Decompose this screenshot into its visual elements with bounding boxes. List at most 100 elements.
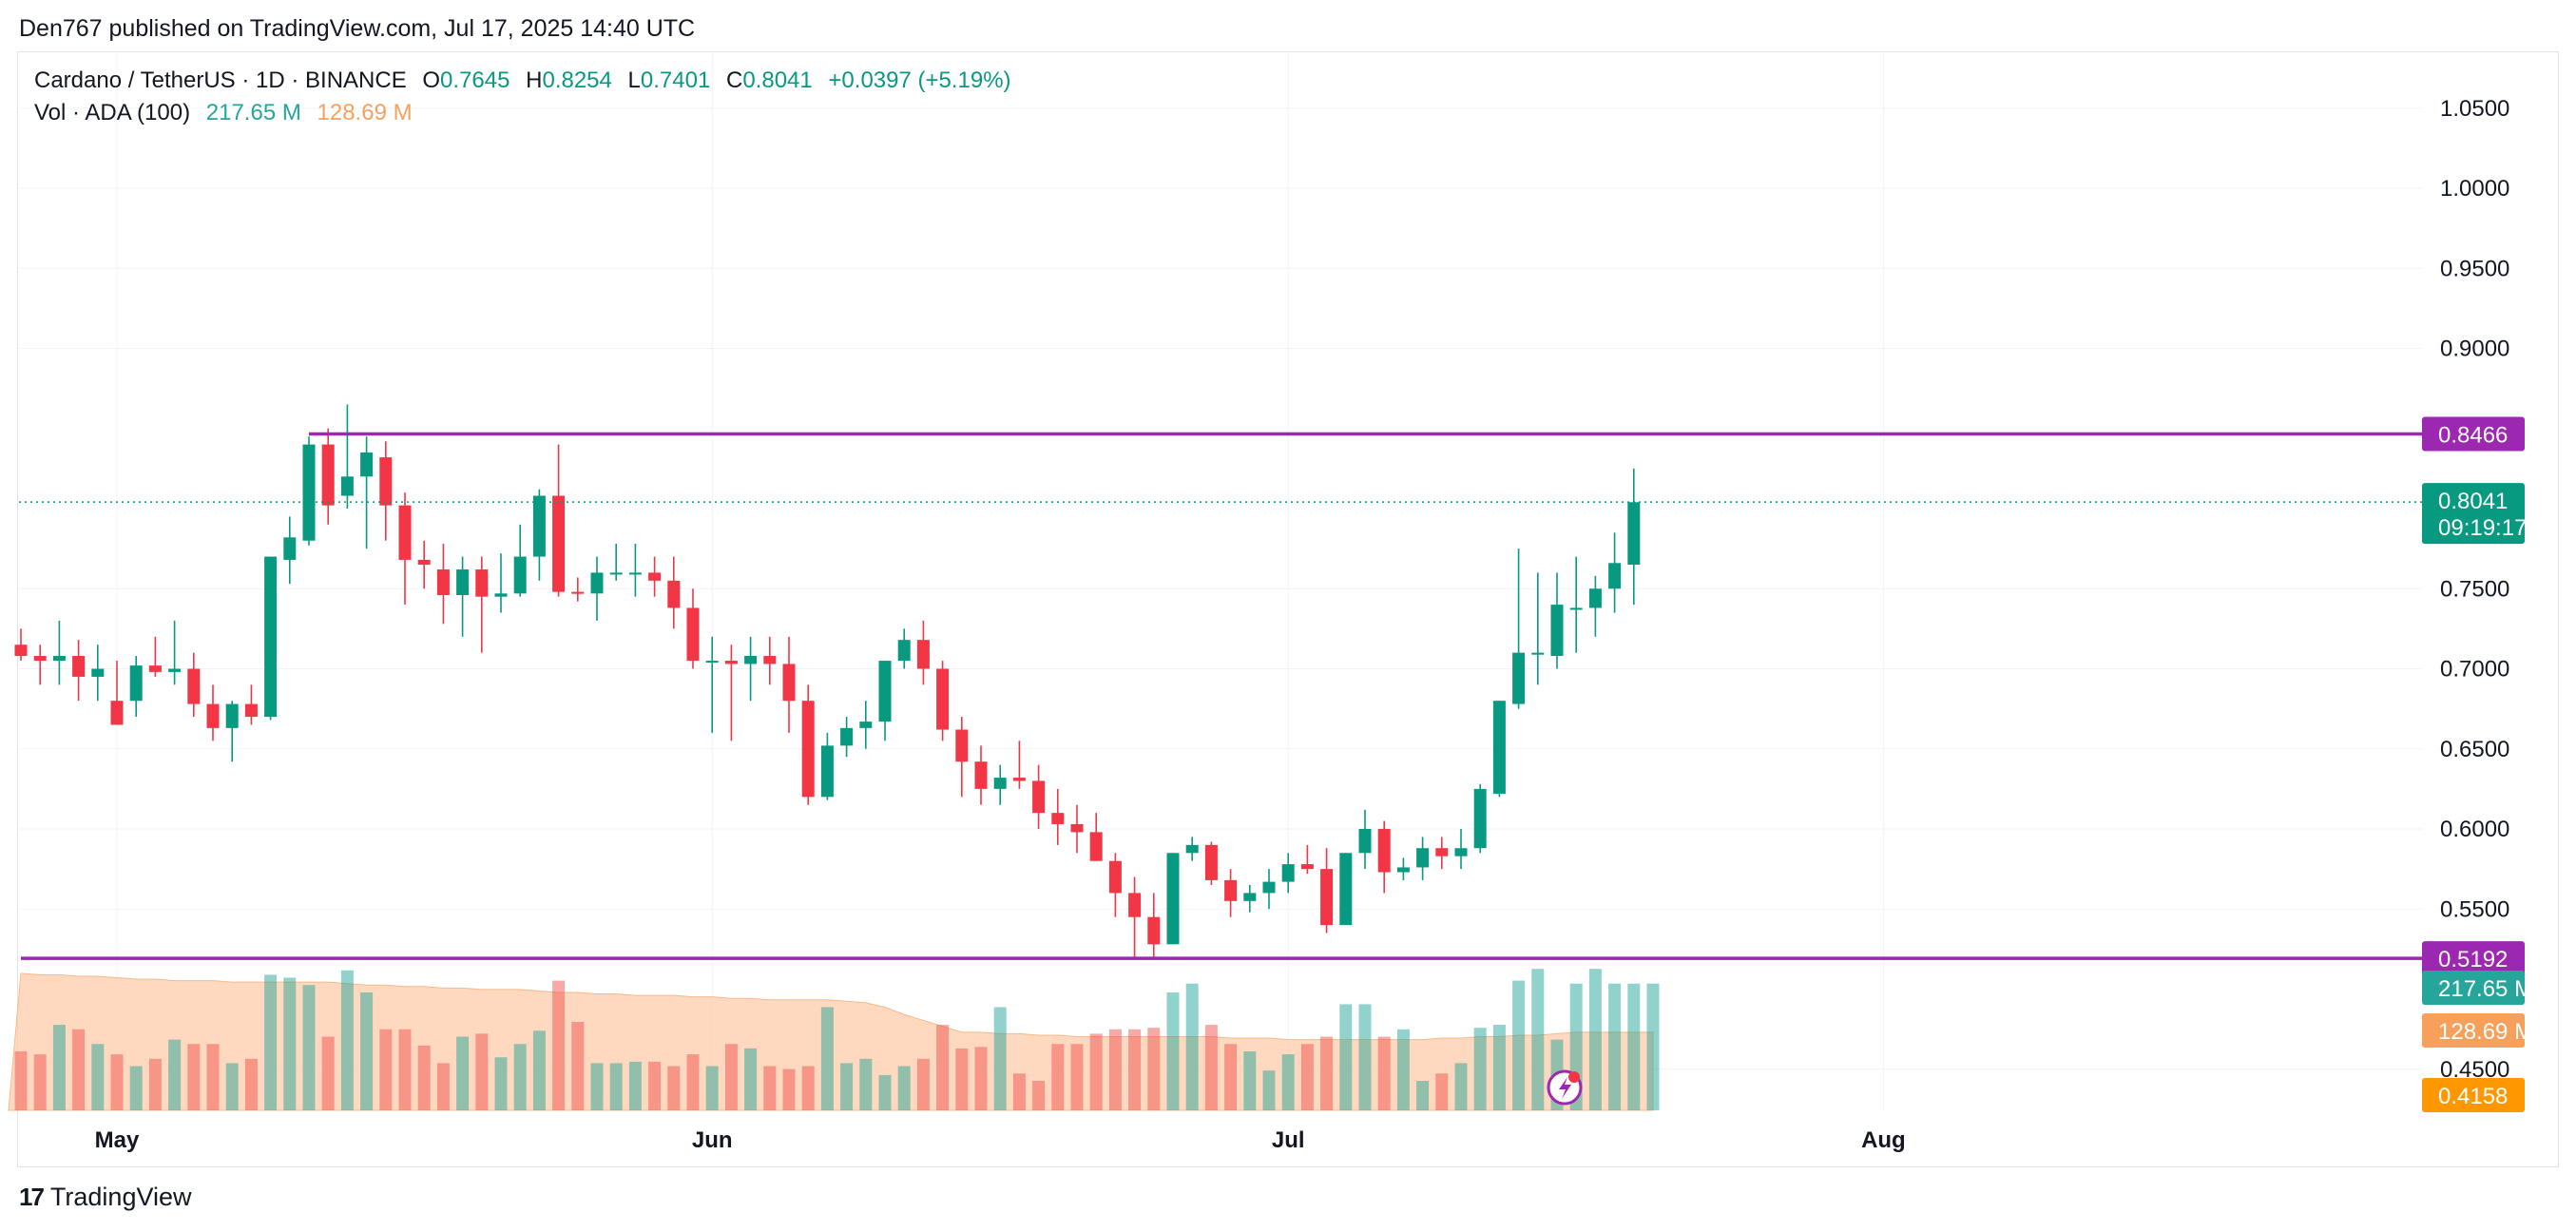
price-tick-label: 1.0500 xyxy=(2440,96,2509,122)
legend-volume-row: Vol · ADA (100) 217.65 M 128.69 M xyxy=(34,97,1011,129)
volume-bar xyxy=(1032,1081,1046,1110)
candle-body xyxy=(168,668,182,672)
volume-bar xyxy=(1166,992,1180,1110)
candle-body xyxy=(897,640,911,662)
volume-bar xyxy=(724,1044,738,1110)
candle-body xyxy=(744,656,758,664)
last-price-tag-bg xyxy=(2422,483,2525,545)
candle-body xyxy=(1262,881,1276,894)
volume-bar xyxy=(14,1051,28,1110)
time-tick-label: Aug xyxy=(1861,1127,1906,1153)
candle-body xyxy=(974,761,988,789)
price-tick-label: 0.6000 xyxy=(2440,817,2509,842)
candle-body xyxy=(782,664,796,702)
candle-body xyxy=(1416,848,1430,868)
level-price-tag: 0.8466 xyxy=(2422,416,2525,452)
volume-bar xyxy=(974,1047,988,1110)
price-tick-label: 0.5500 xyxy=(2440,896,2509,922)
grid-lines xyxy=(19,53,2422,1110)
candle-body xyxy=(955,729,969,762)
volume-bar xyxy=(1454,1063,1468,1110)
candle-body xyxy=(667,580,681,608)
candle-body xyxy=(513,556,527,594)
candle-body xyxy=(436,569,450,595)
legend-change: +0.0397 (+5.19%) xyxy=(828,67,1011,93)
time-tick-label: Jun xyxy=(692,1127,733,1153)
volume-bar xyxy=(686,1054,700,1110)
volume-bar xyxy=(1262,1070,1276,1110)
volume-bar xyxy=(417,1045,431,1110)
replay-icon[interactable] xyxy=(1547,1069,1583,1106)
candle-body xyxy=(1070,823,1084,833)
volume-bar xyxy=(1646,983,1660,1110)
volume-bar xyxy=(475,1033,489,1110)
price-tick-label: 0.7500 xyxy=(2440,576,2509,602)
legend-low: 0.7401 xyxy=(640,67,711,93)
candle-body xyxy=(110,701,124,725)
volume-bar xyxy=(129,1066,143,1110)
candle-body xyxy=(936,668,950,730)
level-price-tag-text: 0.5192 xyxy=(2438,947,2508,972)
legend-ohlc-row: Cardano / TetherUS · 1D · BINANCE O0.764… xyxy=(34,65,1011,97)
volume-bar xyxy=(1051,1044,1065,1110)
candle-body xyxy=(1454,848,1468,857)
volume-bar xyxy=(955,1048,969,1110)
volume-tag: 217.65 M xyxy=(2422,971,2533,1005)
candle-body xyxy=(475,569,489,597)
volume-bar xyxy=(1224,1044,1238,1110)
volume-bar xyxy=(513,1044,527,1110)
level-lines xyxy=(19,432,2422,960)
volume-bar xyxy=(1204,1025,1218,1110)
volume-bar xyxy=(1377,1036,1391,1110)
volume-bar xyxy=(532,1030,546,1110)
volume-bar xyxy=(1070,1044,1084,1110)
candle-body xyxy=(916,640,930,669)
volume-bar xyxy=(494,1057,508,1110)
candle-body xyxy=(1588,588,1602,608)
candle-body xyxy=(321,444,335,506)
time-axis: May Jun Jul Aug xyxy=(95,1127,1906,1153)
candle-body xyxy=(840,727,854,746)
candle-body xyxy=(398,505,412,560)
volume-bar xyxy=(225,1063,239,1110)
candle-body xyxy=(878,661,892,722)
last-price-tag-text: 09:19:17 xyxy=(2438,515,2527,541)
candle-body xyxy=(1320,869,1334,926)
volume-bar xyxy=(1396,1029,1410,1110)
candle-body xyxy=(1531,652,1545,655)
candle-body xyxy=(1204,844,1218,880)
candle-body xyxy=(686,607,700,662)
low-price-tag-bg xyxy=(2422,1078,2525,1112)
volume-bar xyxy=(264,974,278,1110)
volume-bar xyxy=(801,1066,815,1110)
volume-bar xyxy=(187,1044,201,1110)
candle-body xyxy=(379,457,393,506)
candle-body xyxy=(264,556,278,718)
tradingview-brand: TradingView xyxy=(49,1183,192,1211)
candle-body xyxy=(1166,853,1180,945)
chart-frame[interactable] xyxy=(17,51,2559,1167)
tradingview-footer[interactable]: 17 TradingView xyxy=(19,1183,192,1212)
volume-bar xyxy=(1435,1073,1449,1110)
volume-bar xyxy=(110,1054,124,1110)
volume-bar xyxy=(782,1068,796,1110)
legend-close: 0.8041 xyxy=(742,67,813,93)
volume-bar xyxy=(52,1025,66,1110)
candle-body xyxy=(571,591,585,594)
volume-bar xyxy=(897,1066,911,1110)
candle-body xyxy=(590,572,604,594)
candles xyxy=(14,404,1641,957)
volume-bar xyxy=(936,1025,950,1110)
candle-body xyxy=(1185,844,1199,854)
price-tick-label: 0.9500 xyxy=(2440,256,2509,281)
volume-bar xyxy=(1627,983,1641,1110)
volume-bar xyxy=(321,1036,335,1110)
price-tick-label: 1.0000 xyxy=(2440,176,2509,202)
tradingview-logo-icon: 17 xyxy=(19,1183,45,1211)
volume-bar xyxy=(1512,980,1526,1110)
volume-bar xyxy=(1492,1025,1506,1110)
volume-bar xyxy=(763,1066,777,1110)
